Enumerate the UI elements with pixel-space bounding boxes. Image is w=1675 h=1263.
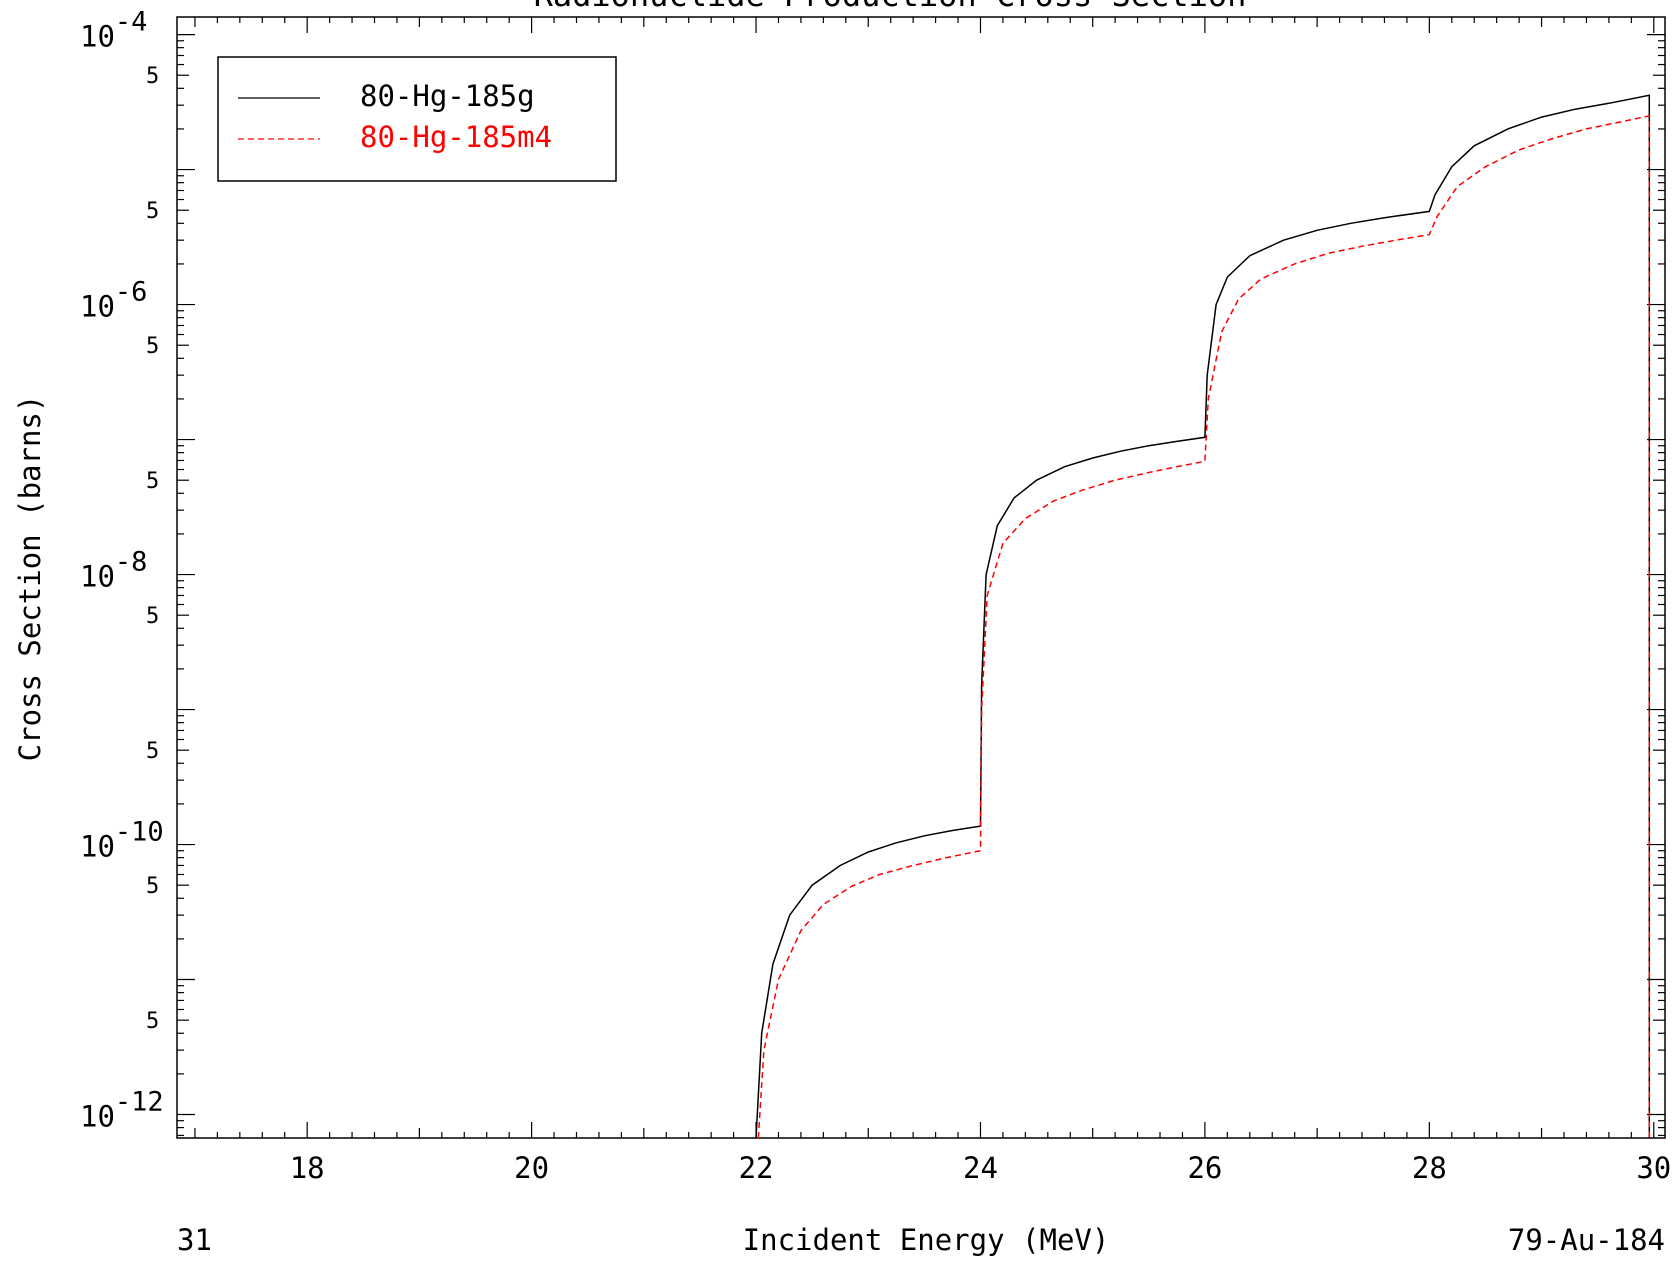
y-tick-label: 10-12 <box>80 1087 164 1134</box>
y-half-label: 5 <box>146 1009 159 1034</box>
legend: 80-Hg-185g 80-Hg-185m4 <box>217 56 617 182</box>
x-tick-label: 30 <box>1636 1151 1671 1185</box>
legend-box <box>217 56 617 182</box>
y-axis-label: Cross Section (barns) <box>13 395 47 762</box>
y-half-label: 5 <box>146 469 159 494</box>
x-axis-label: Incident Energy (MeV) <box>743 1223 1110 1257</box>
x-tick-label: 24 <box>963 1151 998 1185</box>
series-line-0 <box>755 94 1651 1139</box>
y-tick-label: 10-4 <box>80 7 147 54</box>
y-tick-label: 10-6 <box>80 277 147 324</box>
series-line-1 <box>757 114 1651 1139</box>
y-half-label: 5 <box>146 64 159 89</box>
x-tick-label: 20 <box>514 1151 549 1185</box>
chart-title: Radionuclide Production Cross Section <box>534 0 1247 14</box>
x-tick-label: 26 <box>1187 1151 1222 1185</box>
x-tick-label: 28 <box>1412 1151 1447 1185</box>
x-tick-label: 18 <box>290 1151 325 1185</box>
legend-label-series-1: 80-Hg-185m4 <box>360 120 552 154</box>
footer-right: 79-Au-184 <box>1508 1223 1665 1257</box>
y-half-label: 5 <box>146 874 159 899</box>
x-tick-label: 22 <box>739 1151 774 1185</box>
y-half-label: 5 <box>146 334 159 359</box>
y-tick-label: 10-8 <box>80 547 147 594</box>
footer-left: 31 <box>177 1223 212 1257</box>
plot-frame <box>176 16 1666 1139</box>
y-tick-label: 10-10 <box>80 817 164 864</box>
legend-label-series-0: 80-Hg-185g <box>360 79 535 113</box>
y-half-label: 5 <box>146 604 159 629</box>
y-half-label: 5 <box>146 739 159 764</box>
y-half-label: 5 <box>146 199 159 224</box>
